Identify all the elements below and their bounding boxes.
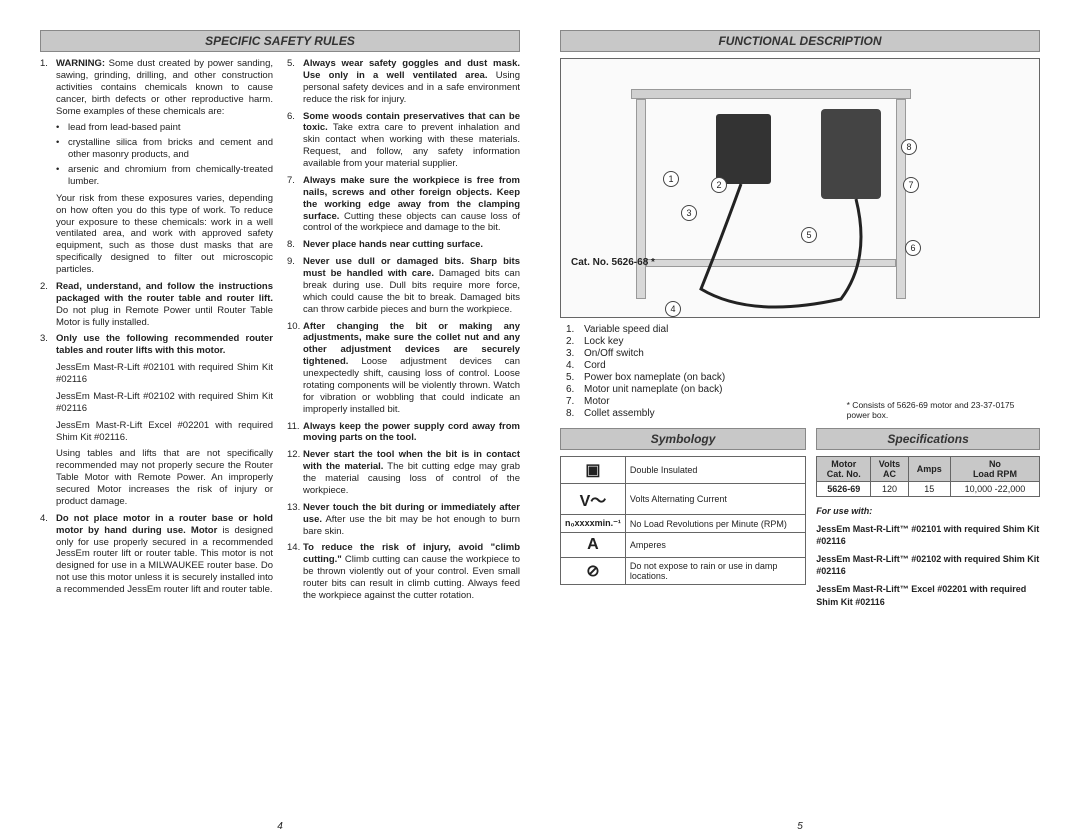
rule-item: 4.Do not place motor in a router base or…	[40, 513, 273, 596]
rule-item: 8.Never place hands near cutting surface…	[287, 239, 520, 251]
bottom-row: Symbology ▣Double InsulatedV〜Volts Alter…	[560, 428, 1040, 613]
spec-cell: 15	[908, 482, 950, 497]
parts-row: 1.Variable speed dial2.Lock key3.On/Off …	[560, 324, 1040, 420]
part-item: 7.Motor	[566, 396, 837, 407]
symbol-icon: V〜	[561, 484, 626, 515]
spec-cell: 5626-69	[817, 482, 871, 497]
callout-6: 6	[905, 240, 921, 256]
for-use-with: For use with: JessEm Mast-R-Lift™ #02101…	[816, 505, 1040, 608]
power-box	[716, 114, 771, 184]
specifications-section: Specifications MotorCat. No.VoltsACAmpsN…	[816, 428, 1040, 613]
safety-rules-body: 1.WARNING: Some dust created by power sa…	[40, 58, 520, 604]
symbol-icon: A	[561, 533, 626, 558]
rule-item: 13.Never touch the bit during or immedia…	[287, 502, 520, 538]
callout-8: 8	[901, 139, 917, 155]
symbol-row: ⊘Do not expose to rain or use in damp lo…	[561, 558, 806, 585]
bullet-item: •lead from lead-based paint	[56, 122, 273, 134]
left-page: SPECIFIC SAFETY RULES 1.WARNING: Some du…	[40, 30, 520, 814]
spec-col-header: VoltsAC	[871, 457, 908, 482]
callout-5: 5	[801, 227, 817, 243]
rule-item: 6.Some woods contain preservatives that …	[287, 111, 520, 170]
symbol-row: AAmperes	[561, 533, 806, 558]
symbol-icon: n₀xxxxmin.⁻¹	[561, 515, 626, 533]
indent-text: Your risk from these exposures varies, d…	[56, 193, 273, 276]
indent-text: JessEm Mast-R-Lift Excel #02201 with req…	[56, 420, 273, 444]
rule-item: 5.Always wear safety goggles and dust ma…	[287, 58, 520, 106]
bullet-item: •crystalline silica from bricks and ceme…	[56, 137, 273, 161]
symbol-desc: Double Insulated	[625, 457, 805, 484]
part-item: 2.Lock key	[566, 336, 837, 347]
rule-item: 11.Always keep the power supply cord awa…	[287, 421, 520, 445]
functional-desc-header: FUNCTIONAL DESCRIPTION	[560, 30, 1040, 52]
callout-2: 2	[711, 177, 727, 193]
callout-3: 3	[681, 205, 697, 221]
symbology-section: Symbology ▣Double InsulatedV〜Volts Alter…	[560, 428, 806, 613]
product-diagram: Cat. No. 5626-68 * 12345678	[560, 58, 1040, 318]
symbol-desc: Amperes	[625, 533, 805, 558]
for-use-title: For use with:	[816, 506, 872, 516]
specifications-header: Specifications	[816, 428, 1040, 450]
rule-item: 1.WARNING: Some dust created by power sa…	[40, 58, 273, 117]
rule-item: 7.Always make sure the workpiece is free…	[287, 175, 520, 234]
spec-col-header: MotorCat. No.	[817, 457, 871, 482]
symbol-desc: Volts Alternating Current	[625, 484, 805, 515]
parts-list: 1.Variable speed dial2.Lock key3.On/Off …	[566, 324, 837, 420]
motor-unit	[821, 109, 881, 199]
foruse-item: JessEm Mast-R-Lift™ Excel #02201 with re…	[816, 583, 1040, 608]
symbol-desc: Do not expose to rain or use in damp loc…	[625, 558, 805, 585]
indent-text: JessEm Mast-R-Lift #02101 with required …	[56, 362, 273, 386]
table-shelf	[646, 259, 896, 267]
spec-cell: 120	[871, 482, 908, 497]
indent-text: JessEm Mast-R-Lift #02102 with required …	[56, 391, 273, 415]
rule-item: 9.Never use dull or damaged bits. Sharp …	[287, 256, 520, 315]
indent-text: Using tables and lifts that are not spec…	[56, 448, 273, 507]
table-top	[631, 89, 911, 99]
rule-item: 14.To reduce the risk of injury, avoid "…	[287, 542, 520, 601]
symbol-row: V〜Volts Alternating Current	[561, 484, 806, 515]
foruse-item: JessEm Mast-R-Lift™ #02102 with required…	[816, 553, 1040, 578]
part-item: 3.On/Off switch	[566, 348, 837, 359]
part-item: 1.Variable speed dial	[566, 324, 837, 335]
right-page: FUNCTIONAL DESCRIPTION Cat. No. 5626-68 …	[560, 30, 1040, 814]
spec-cell: 10,000 -22,000	[950, 482, 1039, 497]
part-item: 4.Cord	[566, 360, 837, 371]
spec-col-header: Amps	[908, 457, 950, 482]
page-number-left: 4	[277, 821, 283, 832]
callout-7: 7	[903, 177, 919, 193]
table-leg	[636, 99, 646, 299]
symbology-table: ▣Double InsulatedV〜Volts Alternating Cur…	[560, 456, 806, 585]
cat-no-label: Cat. No. 5626-68 *	[571, 257, 655, 268]
rule-item: 3.Only use the following recommended rou…	[40, 333, 273, 357]
part-item: 8.Collet assembly	[566, 408, 837, 419]
part-item: 6.Motor unit nameplate (on back)	[566, 384, 837, 395]
callout-1: 1	[663, 171, 679, 187]
spec-col-header: NoLoad RPM	[950, 457, 1039, 482]
symbol-row: n₀xxxxmin.⁻¹No Load Revolutions per Minu…	[561, 515, 806, 533]
symbol-icon: ⊘	[561, 558, 626, 585]
diagram-footnote: * Consists of 5626-69 motor and 23-37-01…	[847, 400, 1034, 420]
page-number-right: 5	[797, 821, 803, 832]
rule-item: 2.Read, understand, and follow the instr…	[40, 281, 273, 329]
symbology-header: Symbology	[560, 428, 806, 450]
page-container: SPECIFIC SAFETY RULES 1.WARNING: Some du…	[40, 30, 1040, 814]
safety-rules-header: SPECIFIC SAFETY RULES	[40, 30, 520, 52]
symbol-desc: No Load Revolutions per Minute (RPM)	[625, 515, 805, 533]
specifications-table: MotorCat. No.VoltsACAmpsNoLoad RPM 5626-…	[816, 456, 1040, 497]
symbol-row: ▣Double Insulated	[561, 457, 806, 484]
table-leg	[896, 99, 906, 299]
callout-4: 4	[665, 301, 681, 317]
part-item: 5.Power box nameplate (on back)	[566, 372, 837, 383]
bullet-item: •arsenic and chromium from chemically-tr…	[56, 164, 273, 188]
rule-item: 12.Never start the tool when the bit is …	[287, 449, 520, 497]
symbol-icon: ▣	[561, 457, 626, 484]
foruse-item: JessEm Mast-R-Lift™ #02101 with required…	[816, 523, 1040, 548]
rule-item: 10.After changing the bit or making any …	[287, 321, 520, 416]
